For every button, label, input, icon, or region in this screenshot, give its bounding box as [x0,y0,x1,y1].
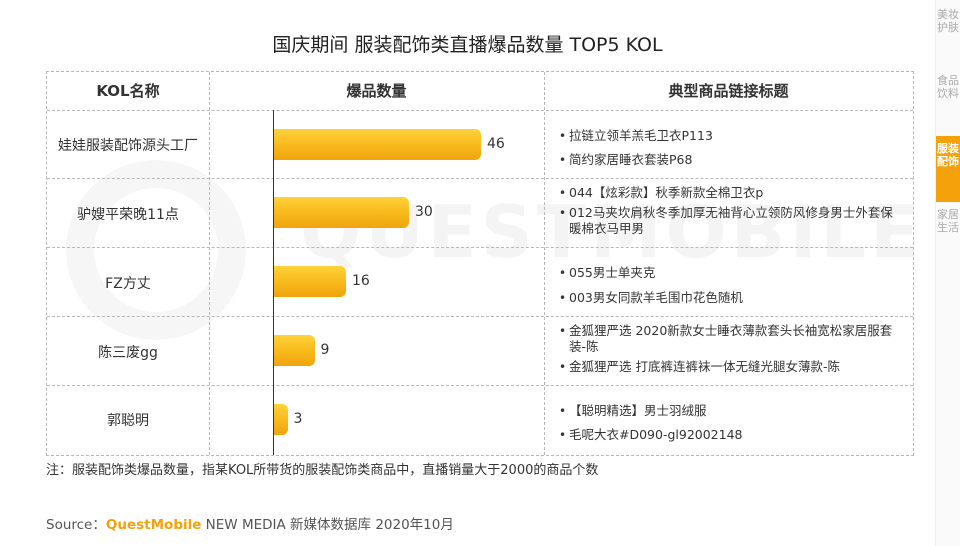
kol-name: 陈三废gg [98,345,158,361]
product-title: • 金狐狸严选 2020新款女士睡衣薄款套头长袖宽松家居服套装-陈 [559,323,893,354]
data-label: 3 [293,411,303,427]
footnote: 注：服装配饰类爆品数量，指某KOL所带货的服装配饰类商品中，直播销量大于2000… [46,463,599,478]
sidebar-item-food[interactable]: 食品饮料 [937,74,959,100]
kol-name: 娃娃服装配饰源头工厂 [58,138,198,154]
bullet: • [559,153,567,167]
header-count: 爆品数量 [346,82,407,100]
product-title: • 012马夹坎肩秋冬季加厚无袖背心立领防风修身男士外套保暖棉衣马甲男 [559,205,893,236]
table-header: KOL名称 爆品数量 典型商品链接标题 [47,72,913,110]
bullet: • [559,206,567,220]
kol-name: 驴嫂平荣晚11点 [77,207,179,223]
product-title: • 044【炫彩款】秋季新款全棉卫衣p [559,185,764,200]
product-title: • 简约家居睡衣套装P68 [559,152,693,167]
bullet: • [559,186,567,200]
row-divider [47,316,913,317]
data-label: 30 [415,204,433,220]
product-title: • 003男女同款羊毛围巾花色随机 [559,290,743,305]
bullet: • [559,324,567,338]
column-divider [544,72,545,455]
chart-title: 国庆期间 服装配饰类直播爆品数量 TOP5 KOL [272,34,663,56]
bar [274,266,346,297]
header-kol: KOL名称 [96,82,160,100]
row-divider [47,110,913,111]
bullet: • [559,291,567,305]
sidebar-item-apparel[interactable]: 服装配饰 [936,136,960,202]
kol-name: 郭聪明 [107,413,149,429]
product-title: • 【聪明精选】男士羽绒服 [559,403,707,418]
sidebar-item-beauty[interactable]: 美妆护肤 [937,8,959,34]
bar [274,335,315,366]
brand-name: QuestMobile [105,517,202,533]
product-title: • 拉链立领羊羔毛卫衣P113 [559,128,713,143]
bullet: • [559,129,567,143]
header-products: 典型商品链接标题 [668,82,789,100]
category-sidebar: 美妆护肤 食品饮料 服装配饰 家居生活 [935,0,960,546]
product-title: • 金狐狸严选 打底裤连裤袜一体无缝光腿女薄款-陈 [559,359,840,374]
bar [274,404,288,435]
sidebar-item-home[interactable]: 家居生活 [937,208,959,234]
data-label: 16 [352,273,370,289]
data-label: 9 [320,342,330,358]
bar [274,129,481,160]
row-divider [47,178,913,179]
data-label: 46 [487,136,505,152]
bullet: • [559,404,567,418]
data-table: KOL名称 爆品数量 典型商品链接标题 娃娃服装配饰源头工厂 46 • 拉链立领羊… [46,71,914,456]
bullet: • [559,428,567,442]
bullet: • [559,360,567,374]
row-divider [47,247,913,248]
bar-axis [273,110,274,455]
product-title: • 毛呢大衣#D090-gl92002148 [559,427,743,442]
kol-name: FZ方丈 [105,276,151,292]
row-divider [47,385,913,386]
bullet: • [559,266,567,280]
product-title: • 055男士单夹克 [559,265,656,280]
bar [274,197,409,228]
column-divider [209,72,210,455]
source-line: Source：QuestMobile NEW MEDIA 新媒体数据库 2020… [46,517,454,533]
